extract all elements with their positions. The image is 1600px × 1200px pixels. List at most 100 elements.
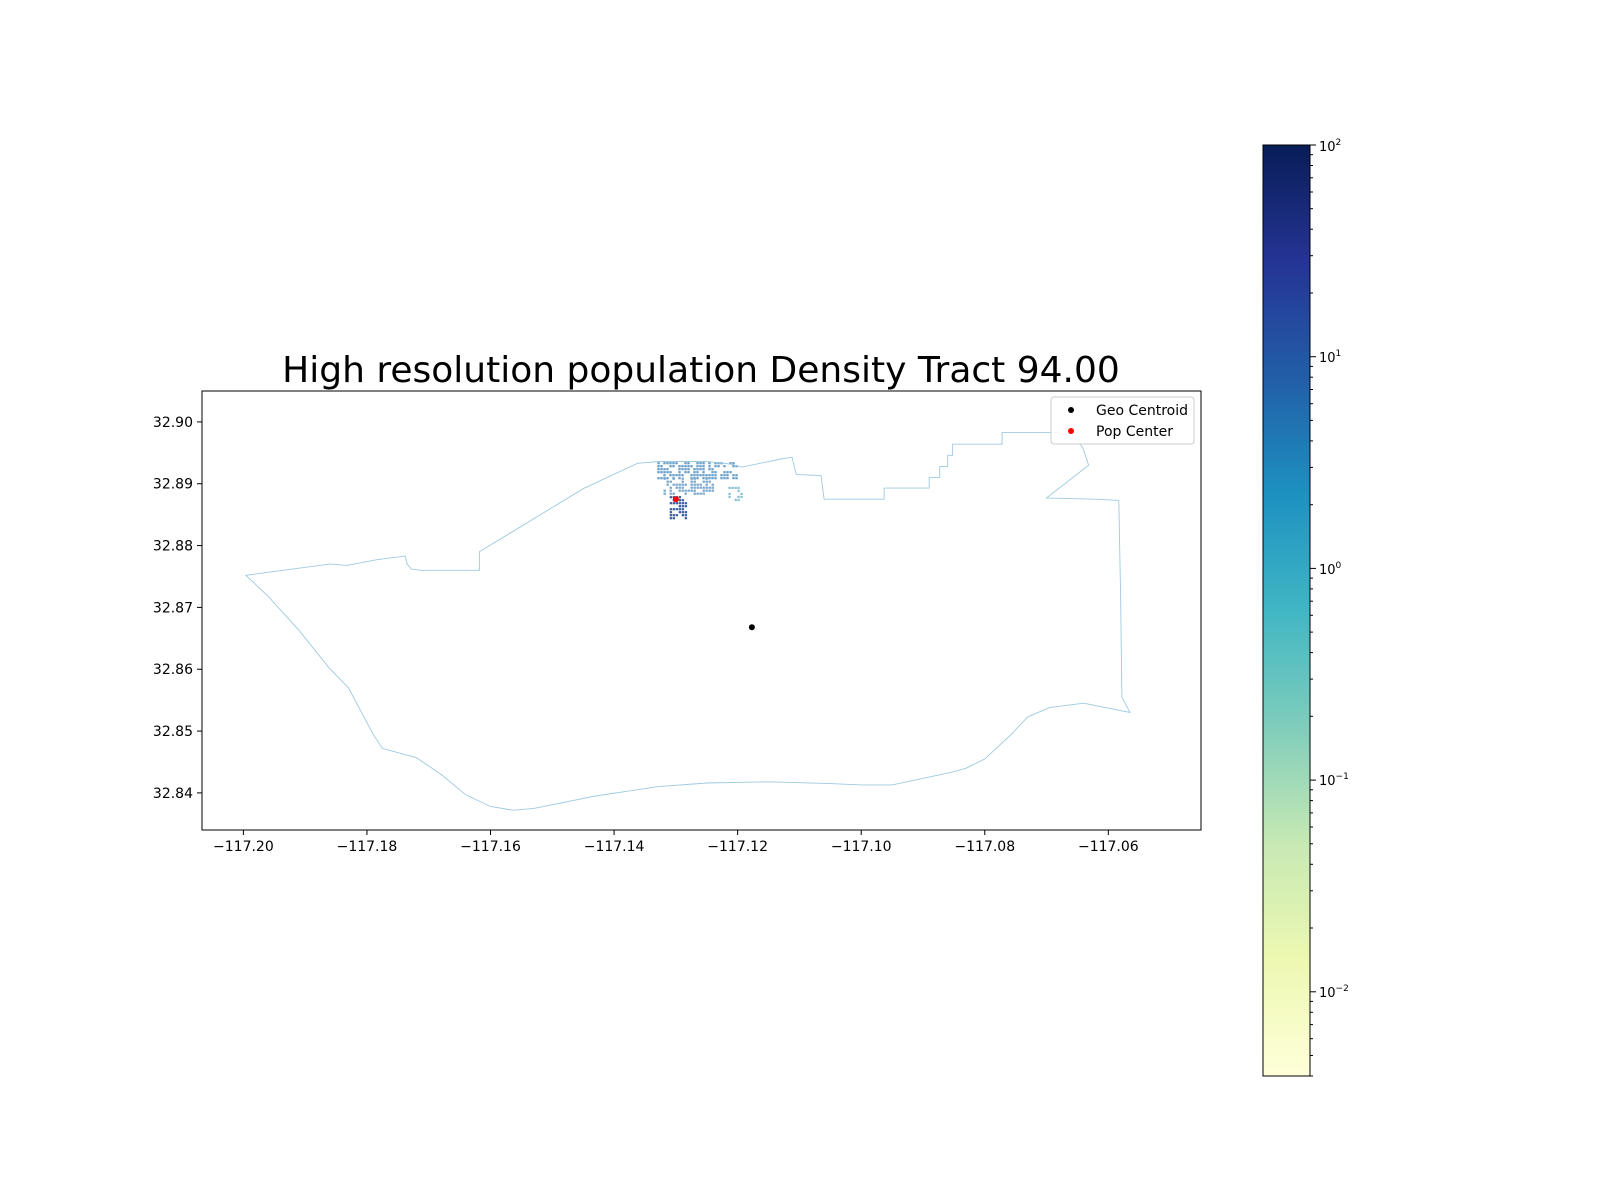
density-cell <box>737 495 740 498</box>
density-cell <box>681 489 684 492</box>
density-cell <box>726 471 729 474</box>
density-cell <box>672 502 676 505</box>
density-cell <box>687 489 690 492</box>
legend-box <box>1050 396 1195 445</box>
density-cell <box>681 483 684 486</box>
colorbar-label-1e2: 102 <box>1319 138 1341 155</box>
density-cell <box>684 502 688 505</box>
density-cell <box>734 498 737 501</box>
density-cell <box>681 480 684 483</box>
density-cell <box>669 492 672 495</box>
density-cell <box>690 480 693 483</box>
density-cell <box>735 474 738 477</box>
x-tick-label: −117.08 <box>954 839 1015 855</box>
density-cell <box>669 511 673 514</box>
density-cell <box>723 477 726 480</box>
density-cell <box>699 462 702 465</box>
plot-frame <box>201 390 1202 831</box>
density-cell <box>672 462 675 465</box>
x-tick-label: −117.18 <box>337 839 398 855</box>
density-cell <box>705 489 708 492</box>
density-cell <box>669 508 673 511</box>
y-tick-label: 32.90 <box>153 415 193 431</box>
density-cell <box>678 474 681 477</box>
density-cell <box>672 483 675 486</box>
density-cell <box>702 477 705 480</box>
density-cell <box>734 486 737 489</box>
density-cell <box>669 496 673 499</box>
density-cell <box>732 462 735 465</box>
density-cell <box>728 486 731 489</box>
density-cell <box>669 517 673 520</box>
density-cell <box>678 471 681 474</box>
density-cell <box>663 471 666 474</box>
density-cell <box>732 465 735 468</box>
density-cell <box>732 474 735 477</box>
density-cell <box>681 486 684 489</box>
density-cell <box>678 496 682 499</box>
density-cell <box>669 462 672 465</box>
density-cell <box>714 477 717 480</box>
density-cell <box>678 502 682 505</box>
density-cell <box>672 477 675 480</box>
density-cell <box>699 483 702 486</box>
colorbar-label-1e1: 101 <box>1319 349 1341 366</box>
density-cell <box>687 465 690 468</box>
density-cell <box>681 511 685 514</box>
density-cell <box>711 474 714 477</box>
density-cell <box>740 495 743 498</box>
density-cell <box>690 486 693 489</box>
density-cell <box>666 471 669 474</box>
density-cell <box>663 492 666 495</box>
density-cell <box>705 486 708 489</box>
density-cell <box>702 492 705 495</box>
y-tick-label: 32.85 <box>153 724 193 740</box>
density-cell <box>708 462 711 465</box>
density-cell <box>672 492 675 495</box>
density-cell <box>696 477 699 480</box>
density-cell <box>687 468 690 471</box>
density-cell <box>726 474 729 477</box>
density-cell <box>660 465 663 468</box>
density-cell <box>699 468 702 471</box>
density-cluster <box>657 462 738 480</box>
density-cell <box>723 465 726 468</box>
density-cell <box>711 471 714 474</box>
density-cell <box>669 514 673 517</box>
density-cell <box>737 489 740 492</box>
density-cell <box>681 502 685 505</box>
density-cell <box>657 462 660 465</box>
y-tick-label: 32.88 <box>153 539 193 555</box>
density-cell <box>732 477 735 480</box>
density-cell <box>693 486 696 489</box>
density-cell <box>702 489 705 492</box>
density-cell <box>711 468 714 471</box>
density-cell <box>708 480 711 483</box>
density-cell <box>737 498 740 501</box>
density-cell <box>681 514 685 517</box>
density-cell <box>678 511 682 514</box>
svg-text:10−2: 10−2 <box>1319 984 1349 1001</box>
density-cell <box>675 486 678 489</box>
density-cell <box>675 508 679 511</box>
density-cell <box>693 471 696 474</box>
density-cell <box>690 465 693 468</box>
density-cell <box>687 462 690 465</box>
density-cell <box>711 483 714 486</box>
y-tick-label: 32.87 <box>153 600 193 616</box>
map-plot-area <box>201 390 1202 831</box>
density-cell <box>708 465 711 468</box>
density-cell <box>681 465 684 468</box>
density-cell <box>696 486 699 489</box>
density-cell <box>669 474 672 477</box>
density-cell <box>729 471 732 474</box>
legend-marker-geo-centroid <box>1068 407 1074 413</box>
x-tick-label: −117.10 <box>831 839 892 855</box>
density-cell <box>663 489 666 492</box>
density-cell <box>678 505 682 508</box>
svg-text:100: 100 <box>1319 561 1342 578</box>
density-cell <box>669 480 672 483</box>
density-cell <box>708 489 711 492</box>
density-cell <box>693 483 696 486</box>
density-cluster <box>663 477 714 495</box>
